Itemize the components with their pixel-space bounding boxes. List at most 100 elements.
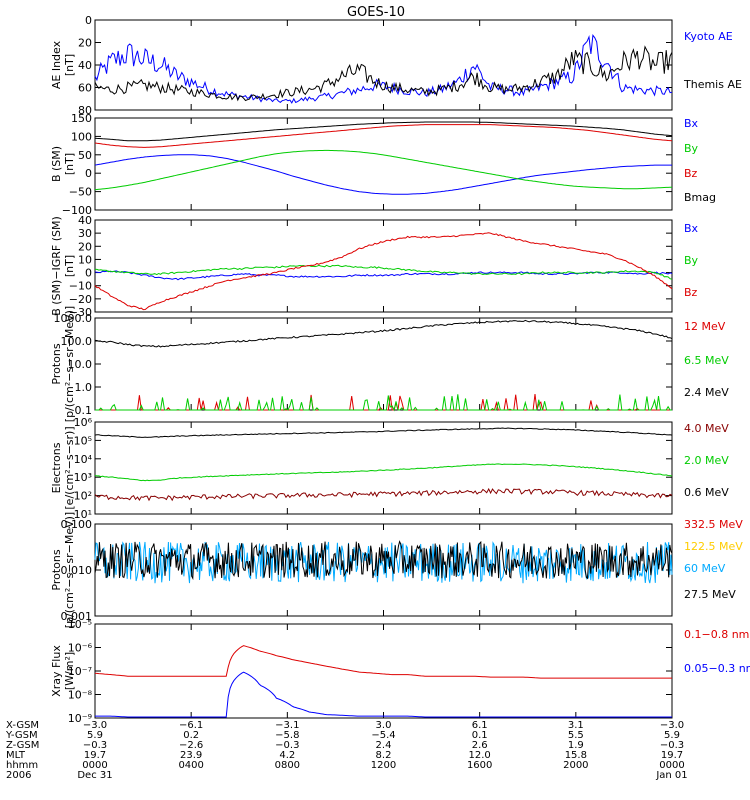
footer-value: 5.5 — [568, 730, 584, 741]
legend-label: 27.5 MeV — [684, 588, 736, 601]
footer-value: 1.9 — [568, 740, 584, 751]
series-line-ae-1 — [94, 45, 673, 102]
footer-value: 8.2 — [376, 750, 392, 761]
y-tick-label: 30 — [78, 227, 92, 240]
y-tick-label: 80 — [78, 104, 92, 117]
y-tick-label: 10⁵ — [74, 434, 92, 447]
y-tick-label: 1.0 — [75, 381, 93, 394]
y-axis-label: Xray Flux — [50, 645, 63, 697]
series-line-electrons-2 — [94, 427, 673, 438]
legend-label: By — [684, 254, 699, 267]
y-tick-label: 60 — [78, 82, 92, 95]
series-line-bsm-3 — [94, 121, 673, 142]
y-tick-label: 10⁶ — [74, 416, 93, 429]
legend-label: 0.05−0.3 nm — [684, 662, 750, 675]
y-tick-label: 50 — [78, 149, 92, 162]
footer-row-label: 2006 — [6, 770, 31, 781]
y-axis-unit: [W/m²] — [63, 652, 76, 690]
y-axis-label: Electrons — [50, 442, 63, 493]
legend-label: 4.0 MeV — [684, 422, 729, 435]
y-axis-unit: [nT] — [63, 153, 76, 175]
panel-frame — [94, 317, 673, 411]
footer-value: 23.9 — [180, 750, 202, 761]
legend-label: 12 MeV — [684, 320, 726, 333]
y-axis-unit: [nT] — [63, 54, 76, 76]
y-tick-label: 1000.0 — [54, 312, 93, 325]
panel-bsm: 150 100 50 0 −50 −100 B (SM) [nT] Bx By Bz Bmag — [50, 112, 716, 217]
y-tick-label: 0.001 — [61, 610, 93, 623]
footer-value: 19.7 — [84, 750, 106, 761]
footer-value: −3.0 — [83, 720, 107, 731]
legend-label: Kyoto AE — [684, 30, 733, 43]
y-tick-label: 10⁴ — [74, 453, 93, 466]
footer-value: −6.1 — [179, 720, 203, 731]
series-line-bsm-1 — [94, 149, 673, 191]
legend-label: Bmag — [684, 191, 716, 204]
y-axis-label: AE Index — [50, 40, 63, 89]
footer-value: 2000 — [563, 760, 588, 771]
footer-row-label: X-GSM — [6, 720, 39, 731]
panel-frame — [94, 219, 673, 313]
legend-label: Bz — [684, 286, 698, 299]
legend-label: 2.0 MeV — [684, 454, 729, 467]
y-tick-label: −20 — [69, 293, 92, 306]
footer-value: −5.8 — [275, 730, 299, 741]
y-axis-label: B (SM)−IGRF (SM) — [50, 216, 63, 316]
y-tick-label: 150 — [71, 112, 92, 125]
series-line-electrons-0 — [94, 487, 673, 502]
footer-value: 5.9 — [664, 730, 680, 741]
footer-value: 0.1 — [472, 730, 488, 741]
panel-ae: 0 20 40 60 80 AE Index [nT] Kyoto AE Themis AE — [50, 14, 742, 117]
y-tick-label: 10⁻⁸ — [68, 689, 93, 702]
footer-value: −3.1 — [275, 720, 299, 731]
footer-value: 15.8 — [565, 750, 587, 761]
y-tick-label: 10⁻⁵ — [68, 618, 92, 631]
footer-value: 2.4 — [376, 740, 392, 751]
legend-label: 332.5 MeV — [684, 518, 743, 531]
y-tick-label: −50 — [69, 186, 92, 199]
panel-protons1: 1000.0 100.0 10.0 1.0 0.1 Protons [p/(cm²−s−sr… — [50, 306, 729, 422]
footer-value: 6.1 — [472, 720, 488, 731]
panel-electrons: 10⁶ 10⁵ 10⁴ 10³ 10² 10¹ Electrons [e/(cm²−s−sr)… — [50, 416, 729, 521]
y-tick-label: 40 — [78, 214, 92, 227]
series-line-electrons-1 — [94, 463, 673, 482]
y-tick-label: 20 — [78, 240, 92, 253]
footer-value: 1600 — [467, 760, 492, 771]
y-axis-unit: [p/(cm²−s−sr−MeV)] — [63, 512, 76, 628]
footer-row-label: MLT — [6, 750, 26, 761]
y-axis-unit: [p/(cm²−s−sr−MeV)] — [63, 306, 76, 422]
y-tick-label: 10⁻⁷ — [68, 665, 92, 678]
footer-value: 0800 — [275, 760, 300, 771]
series-line-ae-0 — [94, 33, 673, 104]
footer-row-label: Z-GSM — [6, 740, 39, 751]
legend-label: By — [684, 142, 699, 155]
y-tick-label: 10³ — [74, 471, 92, 484]
y-tick-label: 0 — [85, 167, 92, 180]
footer-value: 19.7 — [661, 750, 683, 761]
legend-label: 60 MeV — [684, 562, 726, 575]
footer-value: 0000 — [82, 760, 107, 771]
legend-label: 6.5 MeV — [684, 354, 729, 367]
y-tick-label: 0.1 — [75, 404, 93, 417]
series-line-protons2-3 — [94, 540, 673, 581]
footer-value: −3.0 — [660, 720, 684, 731]
footer-value: 1200 — [371, 760, 396, 771]
footer-value: 12.0 — [469, 750, 491, 761]
panel-protons2: 0.100 0.010 0.001 Protons [p/(cm²−s−sr−MeV)]… — [50, 512, 743, 628]
y-axis-label: Protons — [50, 549, 63, 590]
footer-row-label: Y-GSM — [5, 730, 38, 741]
series-line-xray-0 — [94, 645, 672, 679]
legend-label: Bx — [684, 117, 699, 130]
y-tick-label: 0.010 — [61, 564, 93, 577]
y-tick-label: −10 — [69, 280, 92, 293]
footer-value: −0.3 — [83, 740, 107, 751]
y-tick-label: 10.0 — [68, 358, 93, 371]
figure-title: GOES-10 — [347, 5, 405, 20]
footer-value: −5.4 — [371, 730, 395, 741]
series-line-bdiff-2 — [94, 232, 673, 311]
footer-value: 2.6 — [472, 740, 488, 751]
series-line-bsm-2 — [94, 124, 673, 148]
